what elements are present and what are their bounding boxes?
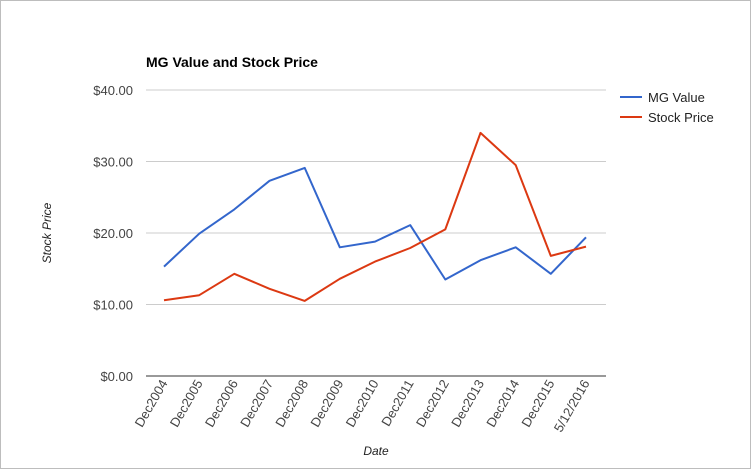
gridlines <box>146 89 606 377</box>
x-tick-label: Dec2004 <box>132 377 171 430</box>
x-tick-label: Dec2005 <box>167 377 206 430</box>
x-axis-title: Date <box>363 444 389 458</box>
x-tick-label: Dec2011 <box>378 377 417 429</box>
y-axis-ticks: $0.00 $10.00 $20.00 $30.00 $40.00 <box>93 83 133 384</box>
y-tick-label: $0.00 <box>100 369 133 384</box>
series-lines <box>163 131 587 302</box>
chart-title: MG Value and Stock Price <box>146 54 318 70</box>
x-tick-label: Dec2015 <box>518 377 557 430</box>
x-tick-label: Dec2006 <box>202 377 241 430</box>
x-tick-label: Dec2010 <box>343 377 382 430</box>
x-tick-label: Dec2013 <box>448 377 487 430</box>
x-tick-label: Dec2012 <box>413 377 452 430</box>
x-tick-label: Dec2007 <box>237 377 276 430</box>
legend: MG Value Stock Price <box>620 90 714 125</box>
y-tick-label: $30.00 <box>93 155 133 170</box>
y-tick-label: $20.00 <box>93 226 133 241</box>
legend-label: Stock Price <box>648 110 714 125</box>
x-axis-ticks: Dec2004Dec2005Dec2006Dec2007Dec2008Dec20… <box>132 377 593 435</box>
y-tick-label: $10.00 <box>93 298 133 313</box>
y-tick-label: $40.00 <box>93 83 133 98</box>
x-tick-label: 5/12/2016 <box>551 377 593 435</box>
series-line-stock-price <box>163 131 587 302</box>
y-axis-title: Stock Price <box>40 202 54 263</box>
legend-label: MG Value <box>648 90 705 105</box>
x-tick-label: Dec2009 <box>307 377 346 430</box>
x-tick-label: Dec2008 <box>272 377 311 430</box>
series-line-mg-value <box>163 166 587 281</box>
x-tick-label: Dec2014 <box>483 377 522 430</box>
